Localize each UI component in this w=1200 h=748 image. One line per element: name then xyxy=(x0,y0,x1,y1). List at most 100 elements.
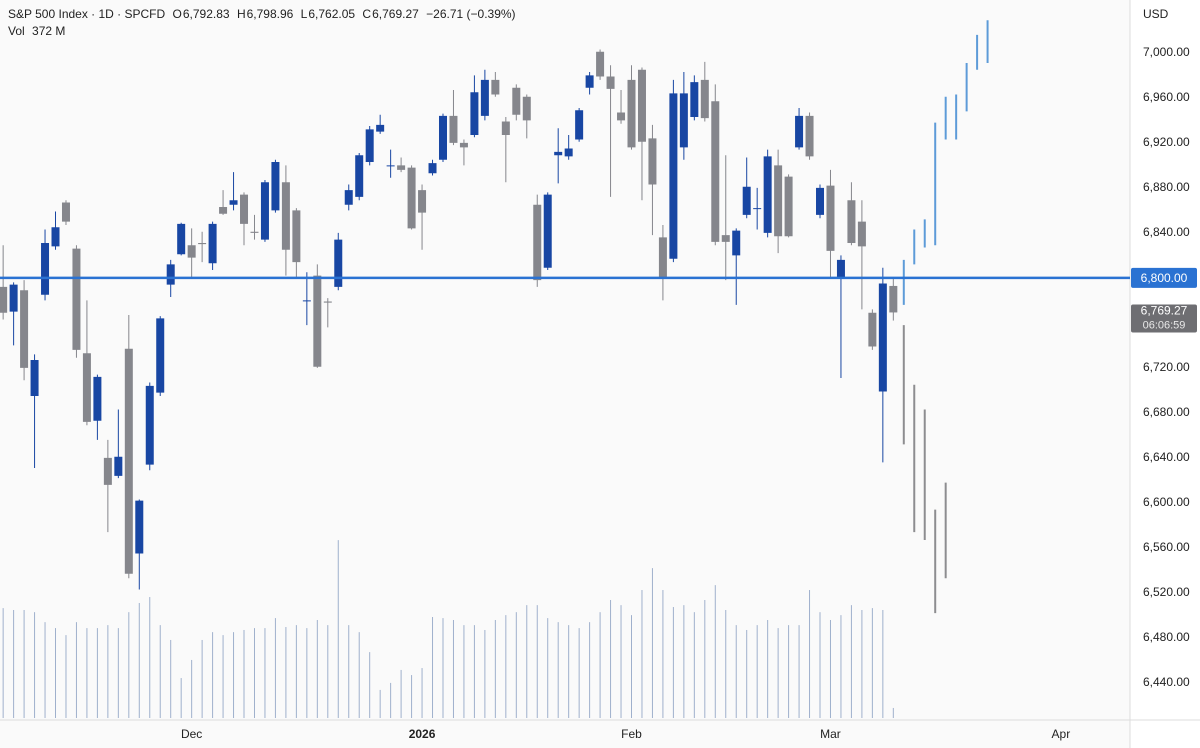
y-tick-label: 6,960.00 xyxy=(1143,90,1190,104)
x-tick-label: Dec xyxy=(181,727,202,741)
candle-body xyxy=(114,456,123,476)
candle-body xyxy=(857,221,866,247)
candle-body xyxy=(784,176,793,237)
y-tick-label: 6,920.00 xyxy=(1143,135,1190,149)
candle-body xyxy=(240,194,249,224)
candle-body xyxy=(260,182,269,240)
x-tick-label: Mar xyxy=(820,727,841,741)
candle-body xyxy=(302,300,311,302)
candle-body xyxy=(669,93,678,259)
candle-body xyxy=(386,165,395,167)
candle-body xyxy=(271,162,280,211)
candle-body xyxy=(41,243,50,295)
candle-body xyxy=(51,227,60,247)
y-tick-label: 7,000.00 xyxy=(1143,45,1190,59)
price-axis-panel xyxy=(1130,0,1200,748)
candle-body xyxy=(543,194,552,268)
candle-body xyxy=(198,243,207,245)
candle-body xyxy=(72,248,81,350)
candle-body xyxy=(501,121,510,135)
last-price-box xyxy=(1131,304,1197,333)
candle-body xyxy=(376,124,385,132)
y-tick-label: 6,640.00 xyxy=(1143,450,1190,464)
candle-body xyxy=(61,202,70,222)
candle-body xyxy=(124,348,133,574)
candle-body xyxy=(658,237,667,279)
candle-body xyxy=(281,182,290,250)
y-tick-label: 6,440.00 xyxy=(1143,675,1190,689)
candle-body xyxy=(491,79,500,95)
close-key: C xyxy=(362,7,372,21)
y-tick-label: 6,480.00 xyxy=(1143,630,1190,644)
y-tick-label: 6,520.00 xyxy=(1143,585,1190,599)
volume-line: Vol 372 M xyxy=(8,23,516,40)
y-tick-label: 6,680.00 xyxy=(1143,405,1190,419)
open-value: 6,792.83 xyxy=(182,7,230,21)
candle-body xyxy=(428,163,437,174)
candle-body xyxy=(177,223,186,255)
candle-body xyxy=(82,353,91,422)
candle-body xyxy=(795,115,804,148)
currency-label: USD xyxy=(1143,7,1169,21)
candle-body xyxy=(868,312,877,347)
candle-body xyxy=(334,239,343,287)
y-tick-label: 6,840.00 xyxy=(1143,225,1190,239)
candle-body xyxy=(606,76,615,89)
candle-body xyxy=(187,245,196,258)
candle-body xyxy=(585,75,594,88)
candle-body xyxy=(596,51,605,77)
close-value: 6,769.27 xyxy=(372,7,419,21)
candle-body xyxy=(711,101,720,242)
candle-body xyxy=(418,190,427,213)
high-key: H xyxy=(236,7,246,21)
candle-body xyxy=(323,301,332,303)
ohlc-line: S&P 500 Index · 1D · SPCFD O6,792.83 H6,… xyxy=(8,6,516,23)
candle-body xyxy=(166,264,175,285)
candle-body xyxy=(564,148,573,157)
candle-body xyxy=(0,286,8,313)
y-tick-label: 6,600.00 xyxy=(1143,495,1190,509)
candle-body xyxy=(219,207,228,214)
candle-body xyxy=(816,187,825,215)
candle-body xyxy=(847,200,856,243)
candle-body xyxy=(889,285,898,313)
candle-body xyxy=(763,156,772,233)
candle-body xyxy=(208,223,217,264)
candle-body xyxy=(407,167,416,229)
candle-body xyxy=(365,129,374,162)
level-label: 6,800.00 xyxy=(1141,271,1188,285)
candle-body xyxy=(742,186,751,215)
y-tick-label: 6,720.00 xyxy=(1143,360,1190,374)
candle-body xyxy=(344,190,353,205)
candle-body xyxy=(826,185,835,251)
candle-body xyxy=(836,259,845,278)
x-tick-label: 2026 xyxy=(409,727,436,741)
candle-body xyxy=(575,110,584,140)
candle-body xyxy=(355,155,364,197)
level-label-box xyxy=(1131,267,1197,288)
symbol: S&P 500 Index · 1D · SPCFD xyxy=(8,7,166,21)
candle-body xyxy=(805,115,814,157)
candle-body xyxy=(93,376,102,421)
candle-body xyxy=(721,235,730,242)
candle-body xyxy=(9,284,18,312)
candle-body xyxy=(135,500,144,554)
candle-body xyxy=(554,151,563,156)
candle-body xyxy=(459,142,468,148)
candle-body xyxy=(438,115,447,160)
candle-body xyxy=(397,165,406,170)
legend-header: S&P 500 Index · 1D · SPCFD O6,792.83 H6,… xyxy=(8,6,516,40)
candle-body xyxy=(449,115,458,143)
candle-body xyxy=(470,92,479,135)
candle-body xyxy=(637,69,646,142)
x-tick-label: Feb xyxy=(621,727,642,741)
countdown-label: 06:06:59 xyxy=(1143,319,1186,331)
candle-body xyxy=(30,360,39,396)
candle-body xyxy=(700,79,709,119)
candle-body xyxy=(250,231,259,233)
candle-body xyxy=(145,385,154,465)
candle-body xyxy=(774,165,783,237)
candle-body xyxy=(522,96,531,121)
